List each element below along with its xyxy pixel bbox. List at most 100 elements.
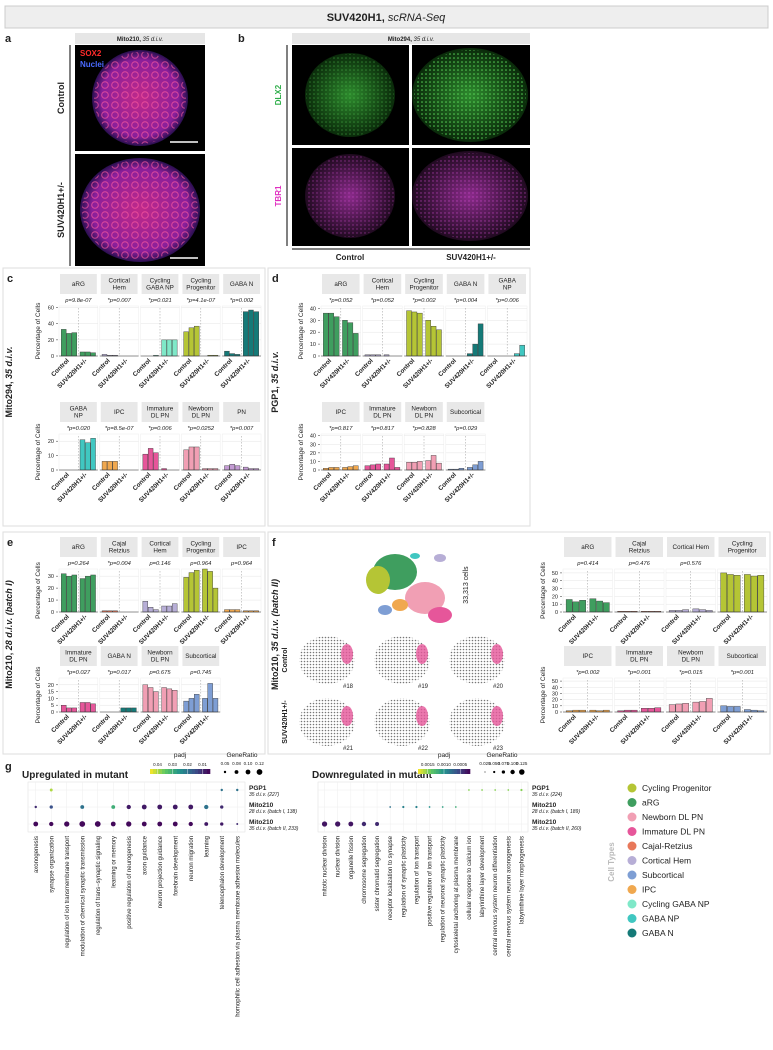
facet-name: Subcortical [450,409,481,416]
group-label: Control [660,713,681,734]
bar [692,608,700,613]
bar [166,605,173,613]
facet-header [667,537,715,557]
p-value: *p=0.0252 [187,426,214,432]
bar [147,607,154,613]
organoid-texture [306,155,394,237]
side-line: Mito210, [4,653,14,689]
side-sub: 35 d.i.v. [4,346,14,379]
legend-swatch [627,841,637,851]
colorbar-label: 0.03 [168,762,177,767]
colorbar-segment [425,769,429,774]
bar [727,574,734,613]
legend-label: GABA N [642,928,674,938]
cell-count: 33,313 cells [463,566,470,604]
dot [111,805,116,809]
size-key [493,770,496,774]
dot [204,822,209,826]
dot [141,821,147,827]
bar [194,694,200,713]
legend-title: Cell Types [607,842,616,882]
size-key [256,769,263,775]
dot [80,805,85,809]
bar [120,707,126,713]
facet-header [60,537,97,557]
side-line: Mito294, [4,382,14,418]
colorbar-segment [433,769,437,774]
facet-header [405,274,443,294]
bar [328,312,334,357]
legend-label: Cortical Hem [642,856,691,866]
umap [366,553,452,623]
dot [172,821,178,827]
size-label: 0.12 [255,761,264,766]
colorbar-segment [207,769,211,774]
umap-cluster [366,566,390,594]
y-tick-label: 10 [552,704,558,710]
bar [101,461,108,471]
bar [172,339,178,357]
colorbar-segment [168,769,172,774]
y-tick-label: 40 [552,579,558,585]
legend-label: Newborn DL PN [642,812,703,822]
y-tick-label: 20 [552,698,558,704]
facet-header [100,402,138,422]
y-tick-label: 40 [48,322,54,328]
bar [603,602,610,613]
y-tick-label: 20 [48,338,54,344]
header-sub: 35 d.i.v. [414,37,435,43]
p-value: *p=0.029 [454,426,478,432]
facet-header [60,274,97,294]
panel-letter: b [238,33,245,45]
y-tick-label: 20 [48,439,54,445]
p-value: *p=0.817 [329,426,353,432]
facet-name: Subcortical [727,653,758,660]
p-value: *p=0.817 [371,426,395,432]
p-value: p=9.8e-07 [64,298,92,304]
dot [321,821,328,827]
dot [126,804,131,810]
y-axis-label: Percentage of Cells [35,666,42,723]
p-value: *p=0.004 [454,298,477,304]
facet-name: GABA [498,278,516,285]
bar [353,333,359,357]
dot [335,821,341,827]
facet-name: Newborn [147,650,173,657]
colorbar-segment [451,769,455,774]
bar [519,345,525,357]
bar [383,463,390,471]
plot-title: Upregulated in mutant [22,770,129,781]
p-value: *p=0.001 [731,670,754,676]
facet-header [100,646,138,666]
bar [579,600,586,613]
umap-highlight [491,706,503,726]
size-key [245,769,251,775]
bar [253,311,259,357]
legend-swatch [627,798,637,807]
size-label: 0.075 [498,761,510,766]
bar [183,700,189,713]
umap-thumb [299,636,355,684]
term-label: positive regulation of neurogenesis [127,836,133,929]
bar [323,312,329,357]
legend-swatch [627,783,637,793]
facet-name: Cortical [149,541,170,548]
facet-name: Progenitor [728,548,757,555]
group-label: Control [557,713,578,734]
dot [141,804,147,810]
dot [520,788,523,792]
bar [389,457,395,471]
umap-highlight [341,644,353,664]
y-tick-label: 0 [51,610,54,616]
dot [79,821,86,827]
bar [370,464,376,471]
bar [436,462,442,471]
bar [624,709,631,713]
bar [85,702,91,713]
bar [706,698,713,713]
legend-label: aRG [642,798,659,808]
side-label: PGP1, 35 d.i.v. [270,351,280,413]
facet-name: aRG [72,281,85,288]
bar [682,609,689,613]
